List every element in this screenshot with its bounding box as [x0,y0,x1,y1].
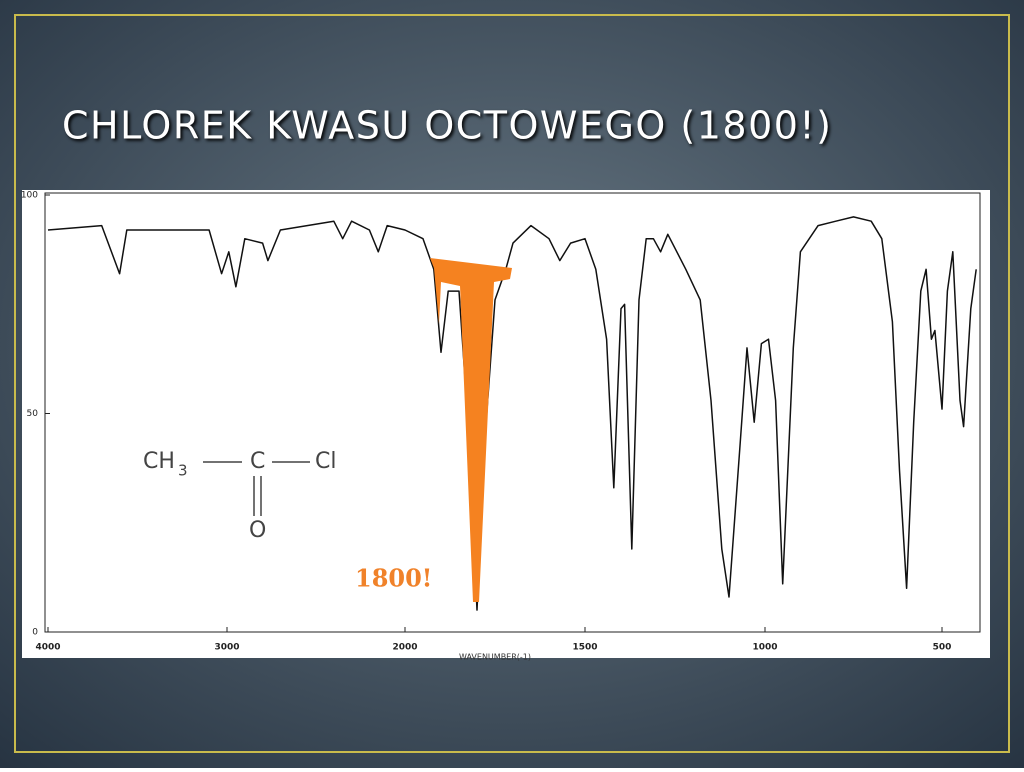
annotation: 1800! [355,564,432,593]
plot-frame [44,192,981,633]
slide-title: CHLOREK KWASU OCTOWEGO (1800!) [62,104,833,148]
formula-text: O [249,518,266,543]
formula-text: C [250,449,265,474]
x-tick-label: 500 [933,643,952,653]
formula-text: 3 [178,462,188,480]
formula-text: Cl [315,449,336,474]
slide-border [14,14,1010,753]
x-tick-label: 2000 [392,643,417,653]
y-tick-label: 50 [27,409,39,419]
formula: CH 3 C Cl O [143,449,336,543]
x-tick-label: 1500 [572,643,597,653]
y-tick-label: 0 [32,628,38,638]
x-tick-label: 3000 [214,643,239,653]
formula-text: CH [143,449,175,474]
x-axis-label: WAVENUMBER(-1) [459,653,531,662]
x-tick-label: 4000 [35,643,60,653]
highlight [430,258,512,602]
y-tick-label: 100 [21,191,38,201]
chart-panel [22,190,990,658]
spectrum-line [47,216,977,611]
x-tick-label: 1000 [752,643,777,653]
